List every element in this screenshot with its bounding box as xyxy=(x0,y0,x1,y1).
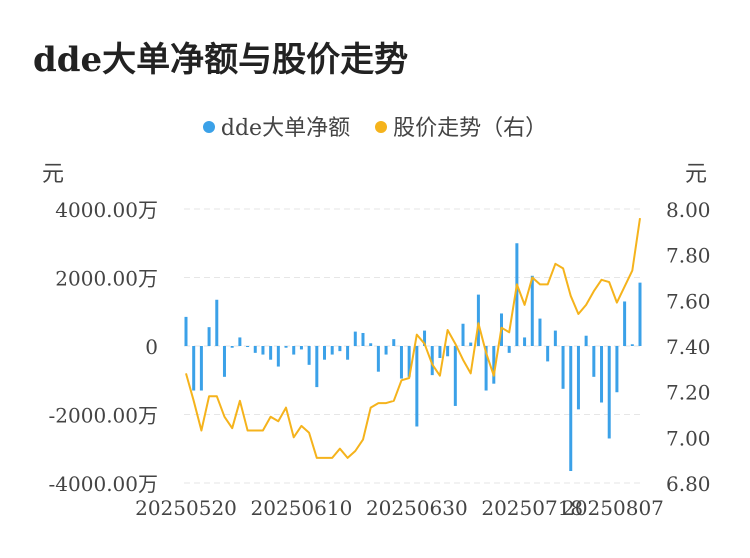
right-axis-tick-label: 7.80 xyxy=(666,244,711,268)
bar xyxy=(630,344,634,346)
x-axis-tick-label: 20250630 xyxy=(366,496,468,520)
right-axis-tick-label: 8.00 xyxy=(666,198,711,222)
left-axis-tick-label: -2000.00万 xyxy=(49,404,158,428)
price-line xyxy=(185,217,641,459)
bar xyxy=(238,337,242,346)
bar xyxy=(546,346,550,362)
bar xyxy=(392,339,396,346)
bar xyxy=(538,318,542,346)
bar xyxy=(207,327,211,346)
bar xyxy=(492,346,496,384)
bar xyxy=(222,346,226,377)
bar xyxy=(423,330,427,346)
bar xyxy=(623,301,627,346)
bar xyxy=(253,346,257,353)
bar xyxy=(353,331,357,346)
right-axis-tick-label: 6.80 xyxy=(666,472,711,496)
bar xyxy=(523,337,527,346)
left-axis-tick-label: 0 xyxy=(145,335,158,359)
bar xyxy=(600,346,604,403)
bar xyxy=(315,346,319,388)
bar xyxy=(261,346,265,355)
bar xyxy=(299,346,303,350)
bar xyxy=(269,346,273,360)
x-axis-tick-label: 20250520 xyxy=(135,496,237,520)
bar xyxy=(576,346,580,410)
legend-label-dde: dde大单净额 xyxy=(220,116,351,141)
bar xyxy=(192,346,196,391)
bar xyxy=(461,323,465,346)
bar xyxy=(430,346,434,376)
chart-title: dde大单净额与股价走势 xyxy=(33,40,409,80)
bar xyxy=(184,316,188,346)
bar xyxy=(284,346,288,348)
right-axis-tick-label: 7.40 xyxy=(666,335,711,359)
x-axis-tick-label: 20250718 xyxy=(481,496,583,520)
legend-item-dde[interactable]: dde大单净额 xyxy=(202,110,351,142)
bar xyxy=(507,346,511,353)
x-axis-tick-label: 20250610 xyxy=(251,496,353,520)
bar xyxy=(361,332,365,346)
bar xyxy=(323,346,327,360)
bar xyxy=(530,275,534,346)
bar xyxy=(446,346,450,357)
bar xyxy=(415,346,419,427)
right-axis-tick-label: 7.20 xyxy=(666,381,711,405)
right-axis-tick-label: 7.60 xyxy=(666,289,711,313)
bar xyxy=(484,346,488,391)
bar xyxy=(607,346,611,439)
bar xyxy=(638,282,642,346)
bar xyxy=(438,346,442,358)
bar xyxy=(346,346,350,360)
bar xyxy=(469,342,473,346)
bar xyxy=(453,346,457,406)
bar xyxy=(615,346,619,393)
bar xyxy=(384,346,388,355)
left-axis-tick-label: 4000.00万 xyxy=(55,198,158,222)
right-axis-unit: 元 xyxy=(685,162,708,187)
legend-marker-dde xyxy=(202,121,215,133)
legend: dde大单净额 股价走势（右） xyxy=(0,110,750,142)
left-axis-unit: 元 xyxy=(42,162,65,187)
bar xyxy=(561,346,565,389)
bar xyxy=(307,346,311,365)
x-axis-tick-label: 20250807 xyxy=(562,496,664,520)
bar xyxy=(199,346,203,391)
legend-label-price: 股价走势（右） xyxy=(393,116,548,141)
right-axis-tick-label: 7.00 xyxy=(666,426,711,450)
bar xyxy=(515,243,519,346)
bar xyxy=(276,346,280,367)
left-axis-tick-label: 2000.00万 xyxy=(55,267,158,291)
bar xyxy=(246,346,250,348)
bar xyxy=(338,346,342,352)
bar xyxy=(592,346,596,377)
bar xyxy=(584,335,588,346)
bar xyxy=(569,346,573,472)
bar xyxy=(399,346,403,379)
bar xyxy=(330,346,334,355)
legend-marker-price xyxy=(375,121,388,133)
bar xyxy=(215,299,219,346)
bar xyxy=(292,346,296,355)
bar xyxy=(407,346,411,377)
bar xyxy=(476,294,480,346)
bar xyxy=(553,330,557,346)
left-axis-tick-label: -4000.00万 xyxy=(49,472,158,496)
bar xyxy=(369,343,373,346)
legend-item-price[interactable]: 股价走势（右） xyxy=(375,110,547,142)
bar xyxy=(376,346,380,372)
bar xyxy=(230,346,234,348)
